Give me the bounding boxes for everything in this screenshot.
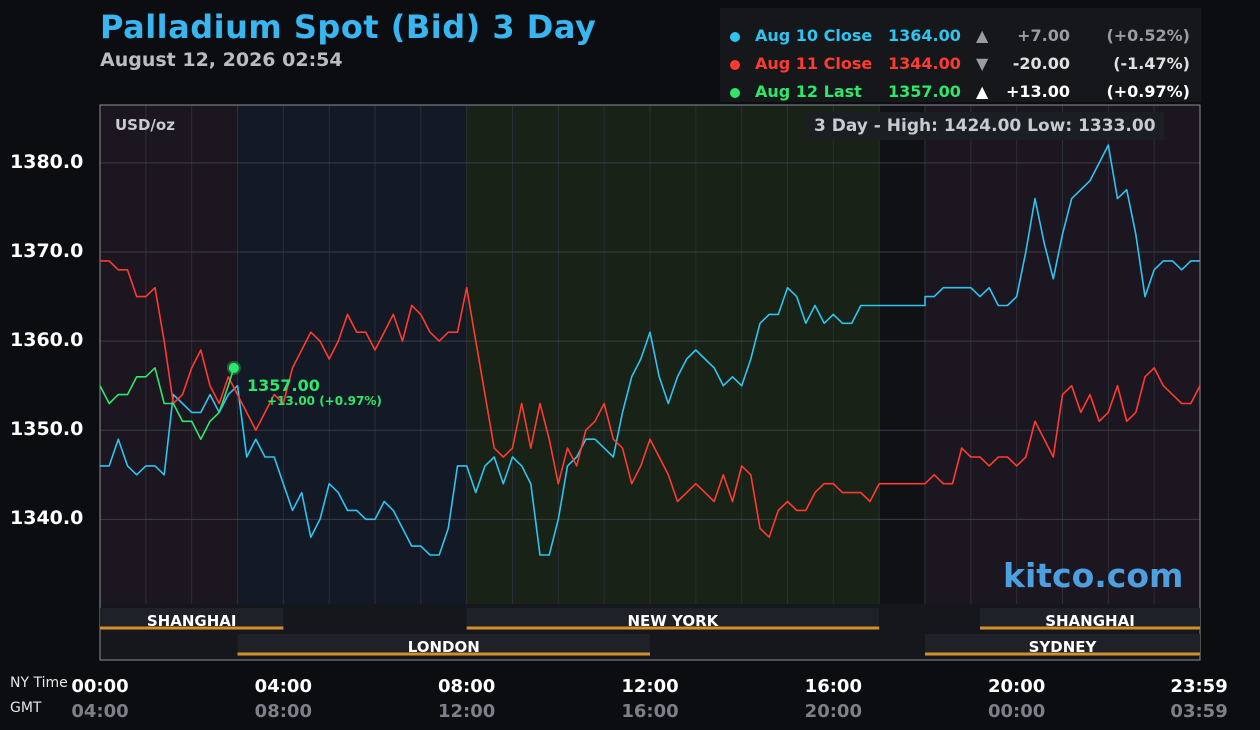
legend-label: Aug 10 Close — [755, 26, 873, 45]
legend-label: Aug 11 Close — [755, 54, 873, 73]
x-tick-label-ny: 16:00 — [804, 676, 862, 697]
x-tick-label-gmt: 08:00 — [254, 701, 312, 722]
x-tick-label-ny: 23:59 — [1170, 676, 1228, 697]
y-tick-label: 1370.0 — [10, 240, 84, 263]
session-label: SHANGHAI — [1045, 612, 1135, 630]
session-bar — [466, 608, 880, 630]
legend-label: Aug 12 Last — [755, 82, 862, 101]
legend-item-aug12[interactable]: Aug 12 Last 1357.00 ▲ +13.00 (+0.97%) — [720, 78, 1201, 106]
x-tick-label-ny: 12:00 — [621, 676, 679, 697]
y-tick-label: 1350.0 — [10, 418, 84, 441]
legend-percent: (+0.97%) — [1106, 82, 1190, 101]
region-london — [237, 105, 467, 604]
legend: Aug 10 Close 1364.00 ▲ +7.00 (+0.52%) Au… — [720, 8, 1201, 102]
session-label: SYDNEY — [1028, 638, 1097, 656]
legend-value: 1364.00 — [888, 26, 961, 45]
chart-timestamp: August 12, 2026 02:54 — [100, 49, 343, 71]
legend-dot-icon — [730, 32, 740, 42]
y-tick-label: 1380.0 — [10, 150, 84, 173]
series-line-aug-12-last[interactable] — [99, 367, 235, 440]
legend-dot-icon — [730, 88, 740, 98]
y-tick-label: 1360.0 — [10, 329, 84, 352]
session-bar — [100, 608, 284, 630]
legend-arrow-icon: ▲ — [976, 82, 989, 101]
legend-value: 1357.00 — [888, 82, 961, 101]
session-label: SHANGHAI — [146, 612, 237, 630]
plot-border — [99, 104, 1201, 661]
x-tick-label-gmt: 16:00 — [621, 701, 679, 722]
gmt-axis-label: GMT — [10, 700, 42, 716]
chart-title: Palladium Spot (Bid) 3 Day — [100, 8, 597, 46]
session-bar — [925, 634, 1200, 656]
x-tick-label-ny: 00:00 — [71, 676, 129, 697]
last-point-marker[interactable] — [228, 362, 239, 373]
x-tick-label-gmt: 20:00 — [804, 701, 862, 722]
x-tick-label-ny: 08:00 — [438, 676, 496, 697]
legend-percent: (-1.47%) — [1113, 54, 1190, 73]
legend-change: +13.00 — [1005, 82, 1070, 101]
series-line-aug-11-close[interactable] — [100, 260, 1201, 538]
legend-change: -20.00 — [1012, 54, 1070, 73]
legend-arrow-icon: ▲ — [976, 26, 989, 45]
legend-value: 1344.00 — [888, 54, 961, 73]
series-line-aug-10-close[interactable] — [100, 144, 1200, 556]
session-label: LONDON — [407, 638, 480, 656]
legend-percent: (+0.52%) — [1106, 26, 1190, 45]
x-tick-label-ny: 04:00 — [254, 676, 312, 697]
region-new-york — [466, 105, 880, 604]
last-change-label: +13.00 (+0.97%) — [267, 394, 382, 408]
y-tick-label: 1340.0 — [10, 507, 84, 530]
ny-time-axis-label: NY Time — [10, 675, 68, 691]
region-shanghai — [100, 105, 238, 604]
last-price-label: 1357.00 — [247, 376, 320, 395]
legend-item-aug10[interactable]: Aug 10 Close 1364.00 ▲ +7.00 (+0.52%) — [720, 22, 1201, 50]
unit-label: USD/oz — [115, 116, 175, 134]
x-tick-label-gmt: 12:00 — [438, 701, 496, 722]
legend-dot-icon — [730, 60, 740, 70]
kitco-logo[interactable]: kitco.com — [1003, 556, 1184, 595]
legend-item-aug11[interactable]: Aug 11 Close 1344.00 ▼ -20.00 (-1.47%) — [720, 50, 1201, 78]
session-bar — [237, 634, 650, 656]
session-label: NEW YORK — [627, 612, 719, 630]
legend-arrow-icon: ▼ — [976, 54, 989, 73]
x-tick-label-gmt: 00:00 — [988, 701, 1046, 722]
session-bar — [980, 608, 1200, 630]
legend-change: +7.00 — [1017, 26, 1070, 45]
x-tick-label-gmt: 04:00 — [71, 701, 129, 722]
x-tick-label-gmt: 03:59 — [1170, 701, 1228, 722]
high-low-readout: 3 Day - High: 1424.00 Low: 1333.00 — [806, 112, 1164, 140]
x-tick-label-ny: 20:00 — [988, 676, 1046, 697]
